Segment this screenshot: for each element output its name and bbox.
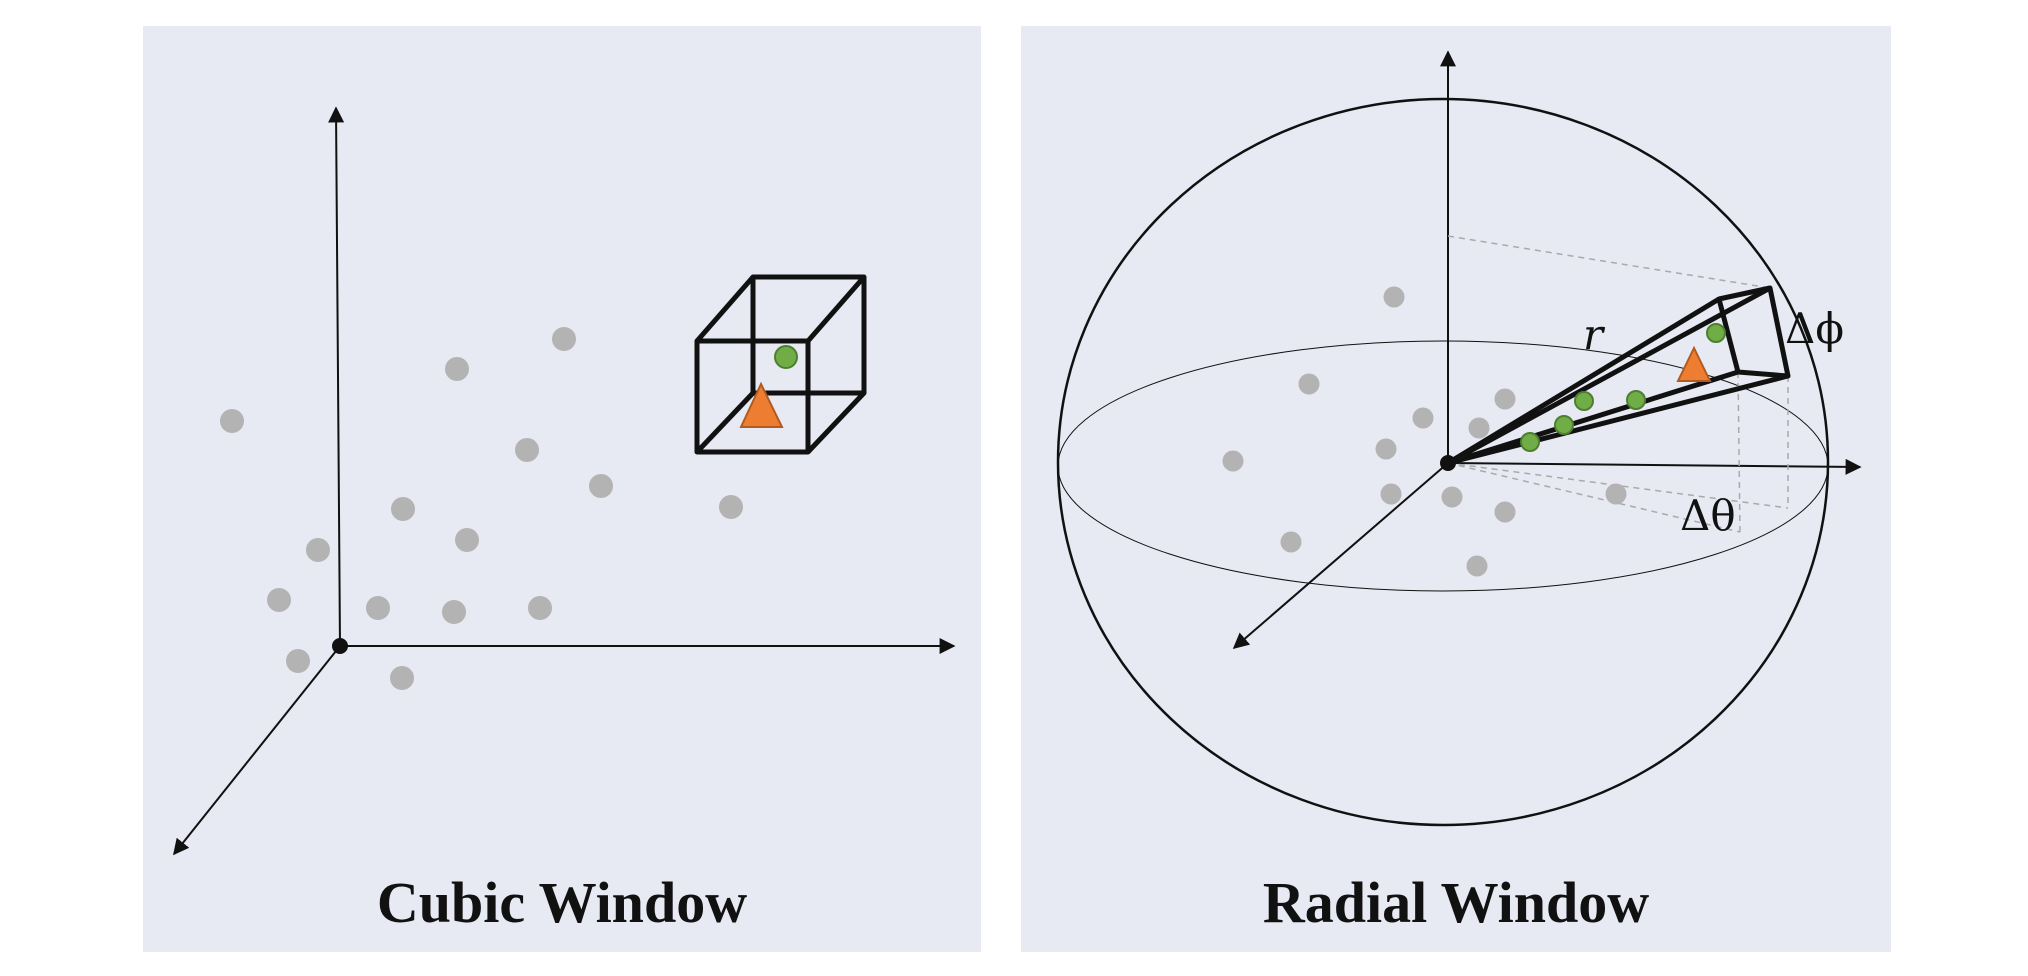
gray-point (589, 474, 613, 498)
cube-edge (695, 275, 755, 343)
gray-point (1468, 417, 1490, 439)
gray-point (1494, 501, 1516, 523)
wedge-edge (1447, 373, 1789, 466)
gray-point (220, 409, 244, 433)
orange-triangle-query (1676, 345, 1712, 382)
gray-points-left (220, 327, 743, 690)
origin-point (1440, 455, 1456, 471)
dashed-guide (1737, 371, 1741, 533)
green-point (1574, 391, 1594, 411)
gray-points-right (1222, 286, 1627, 577)
depth-axis-arrow (1232, 462, 1449, 650)
wedge-edge (1446, 285, 1772, 466)
radial-axes (1232, 50, 1862, 650)
gray-point (366, 596, 390, 620)
wedge-end-face (1716, 285, 1791, 379)
cubic-axes (173, 106, 956, 856)
green-points-in-wedge (1520, 323, 1726, 452)
cube-front-face (694, 338, 811, 455)
gray-point (391, 497, 415, 521)
caption-radial-window: Radial Window (1262, 870, 1650, 935)
gray-point (306, 538, 330, 562)
gray-point (719, 495, 743, 519)
gray-point (552, 327, 576, 351)
gray-point (1298, 373, 1320, 395)
radial-wedge-window (1446, 285, 1791, 466)
radius-label: r (1583, 310, 1606, 359)
cubic-window-panel (143, 26, 981, 952)
z-axis-arrow (173, 645, 341, 856)
gray-point (1466, 555, 1488, 577)
gray-point (515, 438, 539, 462)
cube-window (694, 274, 867, 455)
gray-point (1375, 438, 1397, 460)
horizontal-axis-arrow (1447, 458, 1862, 475)
gray-point (1380, 483, 1402, 505)
green-point (1520, 432, 1540, 452)
gray-point (1222, 450, 1244, 472)
dashed-guide (1447, 462, 1789, 509)
gray-point (267, 588, 291, 612)
delta-theta-label: Δθ (1680, 491, 1736, 540)
cube-edge (695, 391, 755, 454)
orange-triangle-query (739, 381, 784, 428)
dashed-guide (1447, 235, 1771, 289)
cube-edge (806, 391, 866, 454)
wedge-edge (1447, 369, 1739, 466)
gray-point (1383, 286, 1405, 308)
green-point (1706, 323, 1726, 343)
gray-point (1605, 483, 1627, 505)
gray-point (528, 596, 552, 620)
green-point (1626, 390, 1646, 410)
green-point (1554, 415, 1574, 435)
gray-point (1494, 388, 1516, 410)
gray-point (455, 528, 479, 552)
delta-phi-label: Δϕ (1785, 304, 1844, 353)
gray-point (1441, 486, 1463, 508)
gray-point (286, 649, 310, 673)
caption-cubic-window: Cubic Window (376, 870, 748, 935)
origin-point (332, 638, 348, 654)
gray-point (442, 600, 466, 624)
gray-point (445, 357, 469, 381)
gray-point (1280, 531, 1302, 553)
gray-point (390, 666, 414, 690)
gray-point (1412, 407, 1434, 429)
y-axis-arrow (328, 106, 345, 647)
green-point-in-cube (774, 345, 798, 369)
cube-edge (806, 275, 866, 343)
